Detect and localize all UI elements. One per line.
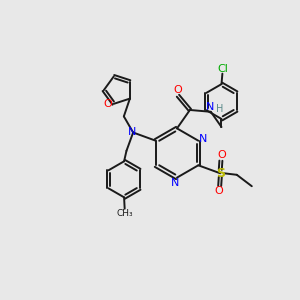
Text: N: N (206, 102, 214, 112)
Text: O: O (215, 186, 224, 196)
Text: N: N (199, 134, 207, 144)
Text: N: N (128, 128, 136, 137)
Text: Cl: Cl (217, 64, 228, 74)
Text: O: O (103, 99, 112, 110)
Text: CH₃: CH₃ (116, 209, 133, 218)
Text: N: N (171, 178, 180, 188)
Text: O: O (174, 85, 182, 95)
Text: O: O (217, 150, 226, 160)
Text: H: H (215, 104, 223, 114)
Text: S: S (216, 167, 225, 180)
